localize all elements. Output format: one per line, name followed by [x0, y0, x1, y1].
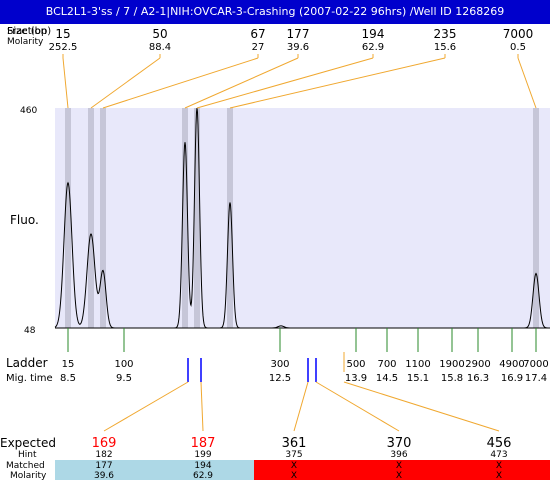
- size-label: Size (bp): [7, 26, 51, 37]
- peak-connector-line: [184, 57, 299, 109]
- expected-connector: [293, 381, 309, 432]
- peak-connector-line: [62, 57, 69, 109]
- matched-molarity: 62.9: [193, 471, 213, 480]
- hint-size: 473: [490, 450, 507, 460]
- matched-band: [55, 460, 254, 480]
- ladder-time-label: 17.4: [525, 373, 547, 384]
- expected-size: 187: [191, 436, 216, 451]
- peak-band: [227, 108, 233, 328]
- expected-columns: 16918217739.618719919462.9361375XX370396…: [92, 436, 512, 480]
- matched-molarity: 39.6: [94, 471, 114, 480]
- peak-molarity-label: 252.5: [49, 42, 78, 53]
- expected-connector: [343, 381, 500, 432]
- ladder-size-label: 300: [270, 359, 289, 370]
- hint-size: 375: [285, 450, 302, 460]
- expected-position-ticks: [187, 358, 317, 382]
- missing-band: [254, 460, 550, 480]
- ladder-size-label: 4900: [499, 359, 524, 370]
- peak-band: [194, 108, 200, 328]
- peak-band: [182, 108, 188, 328]
- expected-connector: [315, 381, 400, 432]
- peak-band: [88, 108, 94, 328]
- ladder-label: Ladder: [6, 356, 48, 370]
- hint-size: 182: [95, 450, 112, 460]
- expected-label: Expected: [0, 436, 56, 450]
- expected-size: 456: [487, 436, 512, 451]
- molarity-row-label: Molarity: [7, 37, 44, 47]
- peak-molarity-label: 62.9: [362, 42, 384, 53]
- peak-band: [65, 108, 71, 328]
- plot-area: [55, 108, 550, 328]
- peak-connector-line: [196, 57, 374, 109]
- matched-size: X: [496, 461, 502, 471]
- expected-connectors: [103, 381, 500, 432]
- peak-size-label: 235: [434, 27, 457, 41]
- matched-size: 177: [95, 461, 112, 471]
- y-axis-top-tick: 460: [20, 106, 37, 116]
- ladder-time-label: 14.5: [376, 373, 398, 384]
- ladder-size-label: 100: [114, 359, 133, 370]
- peak-band: [100, 108, 106, 328]
- peak-connector-line: [90, 57, 161, 109]
- ladder-time-label: 12.5: [269, 373, 291, 384]
- ladder-size-label: 7000: [523, 359, 548, 370]
- matched-label: Matched: [6, 461, 45, 471]
- y-axis-label: Fluo.: [10, 213, 39, 227]
- peak-connector-line: [517, 57, 537, 109]
- peak-molarity-label: 0.5: [510, 42, 526, 53]
- peak-connectors: [62, 54, 537, 109]
- peak-connector-line: [102, 57, 259, 109]
- ladder-time-label: 16.9: [501, 373, 523, 384]
- peak-size-label: 7000: [503, 27, 534, 41]
- mig-time-label: Mig. time: [6, 373, 53, 384]
- ladder-size-label: 1900: [439, 359, 464, 370]
- matched-molarity: X: [496, 471, 502, 480]
- expected-size: 169: [92, 436, 117, 451]
- hint-label: Hint: [18, 450, 37, 460]
- peak-size-label: 15: [55, 27, 70, 41]
- chart-title: BCL2L1-3'ss / 7 / A2-1|NIH:OVCAR-3-Crash…: [0, 0, 550, 24]
- matched-molarity: X: [396, 471, 402, 480]
- ladder-size-label: 500: [346, 359, 365, 370]
- ladder-size-label: 2900: [465, 359, 490, 370]
- peak-molarity-label: 39.6: [287, 42, 309, 53]
- ladder-time-label: 9.5: [116, 373, 132, 384]
- molarity-label: Molarity: [10, 471, 47, 480]
- peak-molarity-label: 27: [252, 42, 265, 53]
- expected-connector: [200, 381, 204, 432]
- peak-connector-line: [229, 57, 446, 109]
- ladder-size-label: 700: [377, 359, 396, 370]
- peak-molarity-label: 88.4: [149, 42, 171, 53]
- ladder-time-label: 16.3: [467, 373, 489, 384]
- expected-size: 361: [282, 436, 307, 451]
- ladder-markers: 15 8.5 100 9.5 300 12.5 500 13.9 700 14.5 1100 15.1…: [60, 328, 549, 384]
- peak-molarity-label: 15.6: [434, 42, 456, 53]
- matched-size: X: [396, 461, 402, 471]
- peak-size-label: 67: [250, 27, 265, 41]
- peak-size-label: 194: [362, 27, 385, 41]
- peak-band: [533, 108, 539, 328]
- matched-size: X: [291, 461, 297, 471]
- peak-size-label: 177: [287, 27, 310, 41]
- expected-size: 370: [387, 436, 412, 451]
- peak-bands: [65, 108, 539, 328]
- y-axis-bottom-tick: 48: [24, 326, 36, 336]
- ladder-time-label: 15.8: [441, 373, 463, 384]
- fraction-label: Fraction: [7, 26, 47, 37]
- expected-connector: [103, 381, 189, 432]
- ladder-time-label: 15.1: [407, 373, 429, 384]
- ladder-size-label: 1100: [405, 359, 430, 370]
- hint-size: 396: [390, 450, 407, 460]
- ladder-time-label: 13.9: [345, 373, 367, 384]
- ladder-time-label: 8.5: [60, 373, 76, 384]
- hint-size: 199: [194, 450, 211, 460]
- ladder-size-label: 15: [62, 359, 75, 370]
- matched-size: 194: [194, 461, 211, 471]
- peak-size-label: 50: [152, 27, 167, 41]
- matched-molarity: X: [291, 471, 297, 480]
